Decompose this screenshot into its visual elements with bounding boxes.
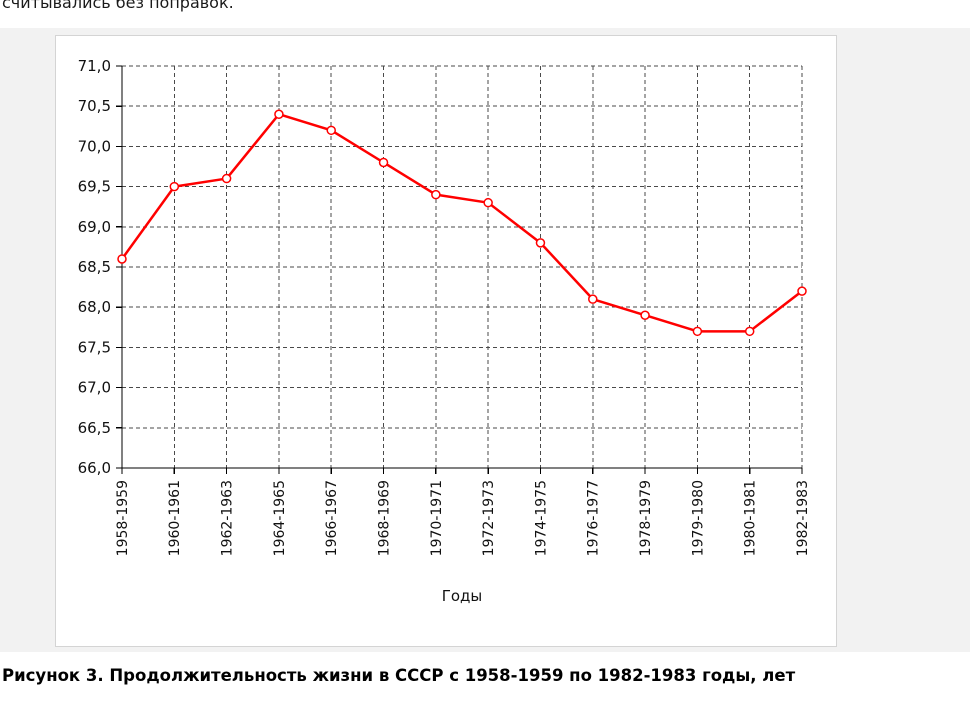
chart-panel: 66,0 66,5 67,0 67,5 68,0 68,5 69,0 69,5 70,0 70,5… [55,35,837,647]
line-chart: 66,0 66,5 67,0 67,5 68,0 68,5 69,0 69,5 70,0 70,5… [78,57,811,605]
svg-text:Годы: Годы [442,587,483,605]
svg-text:69,0: 69,0 [78,218,111,236]
svg-text:1974-1975: 1974-1975 [533,480,549,556]
svg-text:1972-1973: 1972-1973 [481,480,497,556]
svg-text:1958-1959: 1958-1959 [115,480,131,556]
svg-text:1966-1967: 1966-1967 [324,480,340,556]
svg-text:1980-1981: 1980-1981 [743,480,759,556]
svg-text:1962-1963: 1962-1963 [220,480,236,556]
top-strip: считывались без поправок. [0,0,970,28]
svg-text:68,5: 68,5 [78,258,111,276]
svg-text:71,0: 71,0 [78,57,111,75]
svg-text:69,5: 69,5 [78,178,111,196]
content-background: 66,0 66,5 67,0 67,5 68,0 68,5 69,0 69,5 70,0 70,5… [0,28,970,652]
svg-text:1964-1965: 1964-1965 [272,480,288,556]
svg-text:1979-1980: 1979-1980 [690,480,706,556]
svg-text:68,0: 68,0 [78,298,111,316]
svg-text:66,5: 66,5 [78,419,111,437]
svg-text:67,0: 67,0 [78,379,111,397]
svg-text:70,0: 70,0 [78,137,111,155]
svg-text:1982-1983: 1982-1983 [795,480,811,556]
svg-text:1960-1961: 1960-1961 [167,480,183,556]
svg-text:1978-1979: 1978-1979 [638,480,654,556]
svg-text:67,5: 67,5 [78,338,111,356]
svg-text:1968-1969: 1968-1969 [376,480,392,556]
svg-text:70,5: 70,5 [78,97,111,115]
svg-text:66,0: 66,0 [78,459,111,477]
svg-text:1976-1977: 1976-1977 [586,480,602,556]
svg-text:1970-1971: 1970-1971 [429,480,445,556]
figure-caption: Рисунок 3. Продолжительность жизни в ССС… [2,666,796,685]
top-text-fragment: считывались без поправок. [2,0,234,12]
